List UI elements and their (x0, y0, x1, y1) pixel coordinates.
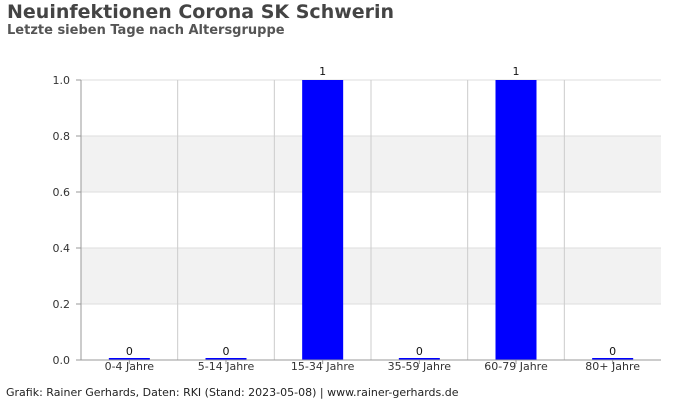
data-label: 0 (126, 345, 133, 358)
bar-60-79 Jahre (495, 80, 537, 360)
x-tick-label: 60-79 Jahre (484, 360, 548, 373)
bar-0-4 Jahre (108, 358, 150, 360)
x-tick-label: 80+ Jahre (585, 360, 640, 373)
bar-35-59 Jahre (398, 358, 440, 360)
bar-15-34 Jahre (302, 80, 344, 360)
chart-subtitle: Letzte sieben Tage nach Altersgruppe (7, 23, 285, 38)
y-tick-label: 0.6 (53, 186, 71, 199)
y-tick-label: 0.0 (53, 354, 71, 367)
x-tick-labels: 0-4 Jahre 5-14 Jahre 15-34 Jahre 35-59 Jahr… (105, 360, 641, 373)
data-label: 1 (513, 65, 520, 78)
axes (76, 79, 661, 364)
data-labels: 0 0 1 0 1 0 (126, 65, 616, 358)
data-label: 0 (609, 345, 616, 358)
bar-80+ Jahre (592, 358, 634, 360)
data-label: 0 (416, 345, 423, 358)
x-tick-label: 5-14 Jahre (198, 360, 255, 373)
y-tick-label: 0.8 (53, 130, 71, 143)
x-tick-label: 35-59 Jahre (388, 360, 452, 373)
y-tick-label: 0.2 (53, 298, 71, 311)
bars (108, 80, 634, 360)
data-label: 0 (223, 345, 230, 358)
data-label: 1 (319, 65, 326, 78)
y-tick-label: 0.4 (53, 242, 71, 255)
gridlines (81, 79, 661, 361)
bar-5-14 Jahre (205, 358, 247, 360)
y-tick-label: 1.0 (53, 74, 71, 87)
chart-title: Neuinfektionen Corona SK Schwerin (7, 1, 395, 23)
x-tick-label: 15-34 Jahre (291, 360, 355, 373)
source-footer: Grafik: Rainer Gerhards, Daten: RKI (Sta… (6, 386, 459, 399)
x-tick-label: 0-4 Jahre (105, 360, 155, 373)
y-tick-labels: 0.0 0.2 0.4 0.6 0.8 1.0 (53, 74, 71, 367)
